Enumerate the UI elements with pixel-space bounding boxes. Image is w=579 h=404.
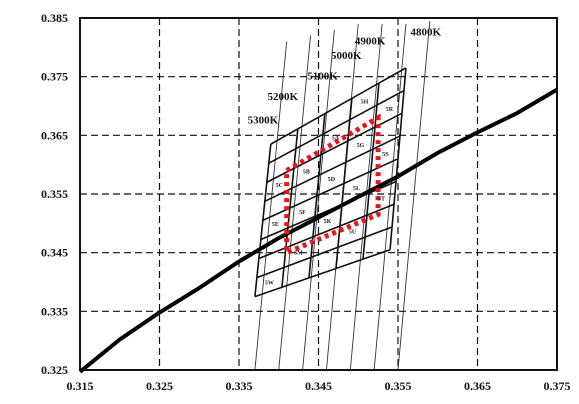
bin-cell-label: 5T xyxy=(378,197,385,203)
y-tick-label: 0.335 xyxy=(41,304,68,318)
bin-cell-label: 5C xyxy=(276,183,283,189)
bin-cell-label: 5H xyxy=(361,100,369,106)
bin-cell-label: 5F xyxy=(299,210,306,216)
isotherm-line xyxy=(397,20,431,371)
planckian-locus-line xyxy=(78,87,559,374)
y-tick-label: 0.355 xyxy=(41,187,68,201)
x-tick-label: 0.345 xyxy=(305,379,332,393)
y-tick-label: 0.365 xyxy=(41,128,68,142)
isotherm-line xyxy=(349,23,383,371)
bin-cell-label: 5B xyxy=(303,170,310,176)
x-tick-label: 0.325 xyxy=(146,379,173,393)
cct-label: 5100K xyxy=(307,71,338,83)
y-tick-label: 0.375 xyxy=(41,70,68,84)
bin-row-line xyxy=(270,67,407,145)
isotherm-line xyxy=(373,23,407,371)
bin-cell-label: 5A xyxy=(332,135,340,141)
cct-label: 5200K xyxy=(267,91,298,103)
isotherm-line xyxy=(278,35,311,371)
cct-label: 5300K xyxy=(248,115,279,127)
bin-cell-label: 5K xyxy=(324,219,332,225)
bin-row-line xyxy=(256,226,393,279)
bin-cell-label: 5S xyxy=(382,152,389,158)
isotherm-line xyxy=(254,41,288,371)
bin-cell-label: 5L xyxy=(353,186,360,192)
bin-cell-label: 5U xyxy=(349,229,357,235)
bin-cell-label: 5W xyxy=(265,280,274,286)
bin-row-line xyxy=(268,89,405,164)
cct-label: 5000K xyxy=(331,50,362,62)
y-tick-label: 0.325 xyxy=(41,363,68,377)
grid-layer xyxy=(80,18,557,370)
x-tick-label: 0.365 xyxy=(464,379,491,393)
cct-label: 4900K xyxy=(355,35,386,47)
target-region-outline xyxy=(284,113,381,257)
bin-row-line xyxy=(254,248,391,298)
bin-cell-label: 5M xyxy=(294,250,303,256)
plot-frame xyxy=(79,17,558,371)
isotherm-line xyxy=(302,29,335,371)
bin-column-line xyxy=(254,144,272,297)
target-region xyxy=(284,113,381,257)
bin-row-line xyxy=(266,112,403,183)
y-tick-label: 0.385 xyxy=(41,11,68,25)
x-tick-label: 0.335 xyxy=(226,379,253,393)
bin-cell-label: 5G xyxy=(357,143,365,149)
y-tick-label: 0.345 xyxy=(41,246,68,260)
bin-cell-label: 5E xyxy=(272,222,279,228)
x-tick-label: 0.315 xyxy=(67,379,94,393)
bin-row-line xyxy=(262,158,399,222)
x-tick-label: 0.375 xyxy=(544,379,571,393)
label-layer: 0.315 0.325 0.335 0.345 0.355 0.365 0.375 0.325… xyxy=(41,11,571,393)
bin-row-line xyxy=(258,203,395,260)
x-tick-label: 0.355 xyxy=(385,379,412,393)
bin-cell-label: 5R xyxy=(386,107,394,113)
bin-cell-label: 5D xyxy=(328,177,336,183)
planckian-locus xyxy=(78,87,559,374)
cct-label: 4800K xyxy=(411,27,442,39)
